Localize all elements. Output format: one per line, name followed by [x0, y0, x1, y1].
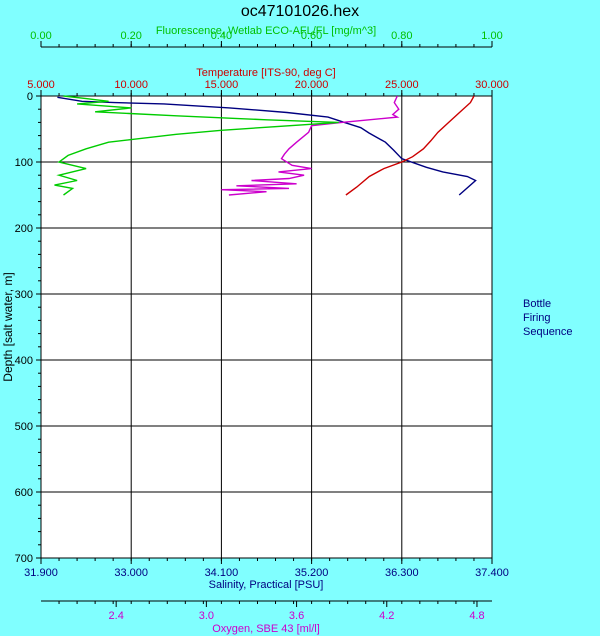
- grid-lines: [41, 96, 492, 558]
- fluorescence-tick-label: 0.80: [391, 30, 412, 42]
- salinity-tick-label: 35.200: [295, 567, 329, 579]
- oxygen-tick-label: 2.4: [109, 610, 124, 622]
- depth-tick-label: 600: [15, 487, 33, 499]
- depth-tick-label: 300: [15, 289, 33, 301]
- temperature-tick-label: 25.000: [385, 79, 419, 91]
- temperature-profile-line: [345, 95, 475, 196]
- oxygen-profile-line: [221, 95, 400, 196]
- temperature-tick-label: 5.000: [27, 79, 55, 91]
- salinity-tick-label: 31.900: [24, 567, 58, 579]
- side-legend-line-2: Firing: [523, 312, 551, 324]
- depth-tick-label: 0: [27, 91, 33, 103]
- axes: 0 100 200 300 400 500 600 700 0.00 0.20 0.40 0.60 0.…: [15, 30, 509, 622]
- side-legend-line-3: Sequence: [523, 326, 573, 338]
- salinity-tick-label: 34.100: [205, 567, 239, 579]
- temperature-axis-label: Temperature [ITS-90, deg C]: [196, 67, 335, 79]
- depth-tick-label: 400: [15, 355, 33, 367]
- salinity-profile-line: [57, 96, 477, 196]
- salinity-tick-label: 33.000: [114, 567, 148, 579]
- temperature-tick-label: 30.000: [475, 79, 509, 91]
- plot-area: [40, 95, 493, 559]
- oxygen-tick-label: 3.6: [289, 610, 304, 622]
- oxygen-tick-label: 3.0: [199, 610, 214, 622]
- oxygen-axis-label: Oxygen, SBE 43 [ml/l]: [212, 623, 320, 635]
- salinity-tick-label: 36.300: [385, 567, 419, 579]
- data-series: [54, 95, 477, 196]
- chart-title: oc47101026.hex: [241, 3, 359, 20]
- depth-tick-label: 200: [15, 223, 33, 235]
- fluorescence-tick-label: 0.00: [30, 30, 51, 42]
- temperature-tick-label: 20.000: [295, 79, 329, 91]
- fluorescence-axis-label: Fluorescence, Wetlab ECO-AFL/FL [mg/m^3]: [156, 25, 376, 37]
- fluorescence-tick-label: 1.00: [481, 30, 502, 42]
- temperature-tick-label: 15.000: [205, 79, 239, 91]
- depth-axis-label: Depth [salt water, m]: [1, 272, 15, 381]
- oxygen-tick-label: 4.2: [379, 610, 394, 622]
- oxygen-tick-label: 4.8: [469, 610, 484, 622]
- fluorescence-tick-label: 0.40: [211, 30, 232, 42]
- salinity-axis-label: Salinity, Practical [PSU]: [209, 579, 324, 591]
- depth-tick-label: 100: [15, 157, 33, 169]
- fluorescence-profile-line: [54, 95, 339, 196]
- depth-tick-label: 500: [15, 421, 33, 433]
- side-legend-line-1: Bottle: [523, 298, 552, 310]
- temperature-tick-label: 10.000: [114, 79, 148, 91]
- fluorescence-tick-label: 0.60: [301, 30, 322, 42]
- fluorescence-tick-label: 0.20: [120, 30, 141, 42]
- depth-tick-label: 700: [15, 553, 33, 565]
- salinity-tick-label: 37.400: [475, 567, 509, 579]
